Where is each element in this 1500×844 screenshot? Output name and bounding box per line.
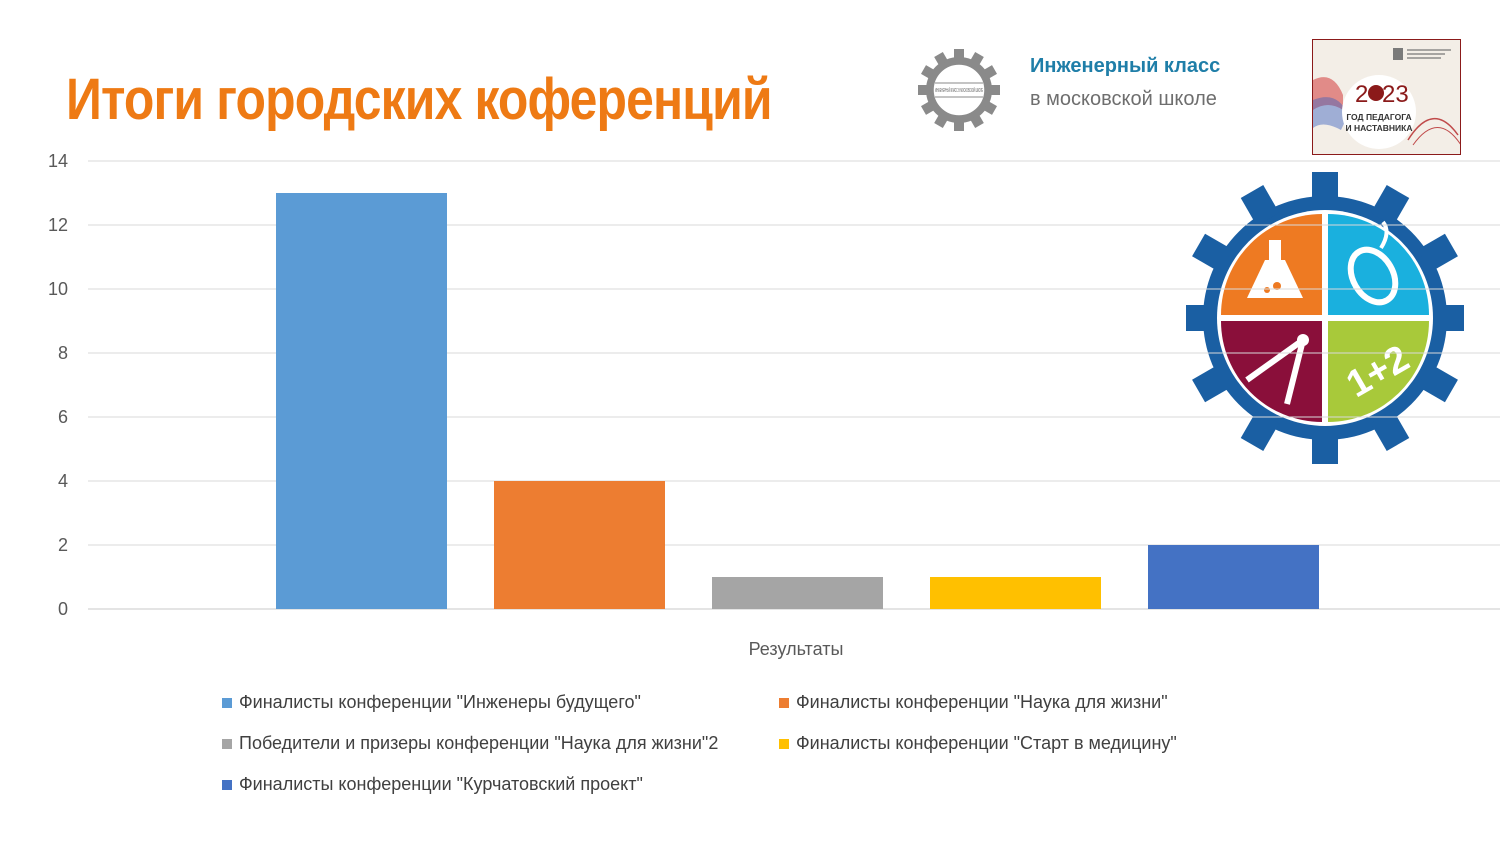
- y-tick-label: 10: [48, 279, 68, 299]
- badge-text-line2: И НАСТАВНИКА: [1346, 123, 1413, 133]
- badge-year-part2: 23: [1382, 81, 1409, 108]
- bar: [930, 577, 1101, 609]
- year-of-teacher-badge-icon: 2 23 ГОД ПЕДАГОГА И НАСТАВНИКА: [1312, 39, 1461, 155]
- legend-item: Финалисты конференции "Старт в медицину": [779, 733, 1177, 754]
- legend-swatch: [779, 738, 789, 749]
- legend-label: Финалисты конференции "Курчатовский прое…: [239, 774, 643, 794]
- badge-year-part1: 2: [1355, 81, 1368, 108]
- bar-chart: 0 2 4 6 8 10 12 14 Результаты: [48, 151, 1500, 659]
- legend-item: Финалисты конференции "Курчатовский прое…: [222, 774, 643, 795]
- legend-item: Финалисты конференции "Инженеры будущего…: [222, 692, 641, 713]
- slide-title: Итоги городских коференций: [66, 67, 773, 132]
- y-tick-label: 0: [58, 599, 68, 619]
- y-tick-label: 12: [48, 215, 68, 235]
- x-axis-category-label: Результаты: [749, 639, 844, 659]
- gear-logo-ring-text: ИНЖЕНЕРНЫЙ КЛАСС В МОСКОВСКОЙ ШКОЛЕ: [935, 86, 983, 94]
- y-tick-label: 6: [58, 407, 68, 427]
- bar: [276, 193, 447, 609]
- chart-legend: Финалисты конференции "Инженеры будущего…: [222, 688, 1282, 808]
- engineering-gear-emblem-icon: 1+2: [1186, 172, 1464, 464]
- legend-swatch: [222, 779, 232, 790]
- legend-swatch: [222, 697, 232, 708]
- bar: [712, 577, 883, 609]
- y-tick-label: 2: [58, 535, 68, 555]
- gear-logo-icon: ИНЖЕНЕРНЫЙ КЛАСС В МОСКОВСКОЙ ШКОЛЕ: [918, 49, 1000, 131]
- bar: [494, 481, 665, 609]
- legend-label: Финалисты конференции "Инженеры будущего…: [239, 692, 641, 712]
- badge-text-line1: ГОД ПЕДАГОГА: [1346, 112, 1411, 122]
- y-tick-label: 14: [48, 151, 68, 171]
- legend-item: Финалисты конференции "Наука для жизни": [779, 692, 1168, 713]
- legend-item: Победители и призеры конференции "Наука …: [222, 733, 718, 754]
- y-tick-label: 4: [58, 471, 68, 491]
- legend-label: Финалисты конференции "Старт в медицину": [796, 733, 1177, 753]
- computer-mouse-icon: [1347, 220, 1399, 306]
- y-tick-label: 8: [58, 343, 68, 363]
- brand-subtitle: в московской школе: [1030, 88, 1217, 110]
- legend-swatch: [779, 697, 789, 708]
- legend-swatch: [222, 738, 232, 749]
- bar: [1148, 545, 1319, 609]
- legend-label: Финалисты конференции "Наука для жизни": [796, 692, 1168, 712]
- drawing-compass-icon: [1245, 334, 1309, 405]
- legend-label: Победители и призеры конференции "Наука …: [239, 733, 719, 753]
- brand-title: Инженерный класс: [1030, 55, 1221, 77]
